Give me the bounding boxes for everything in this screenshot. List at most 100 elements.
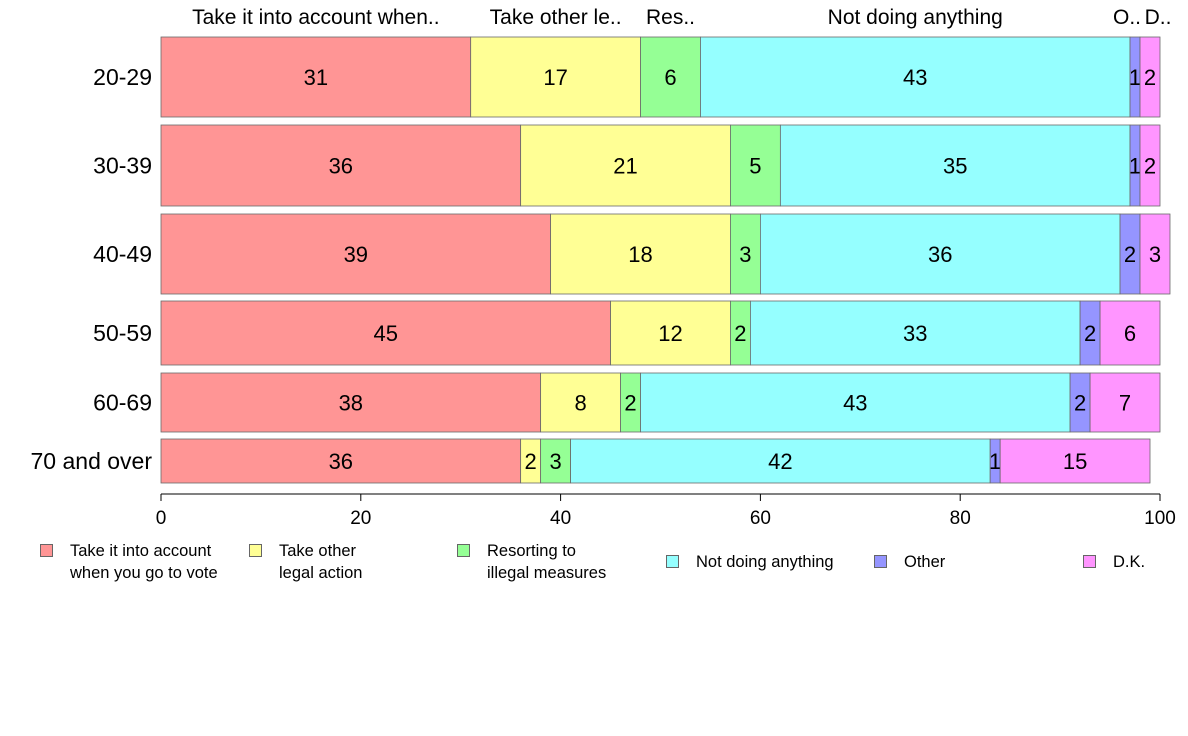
- legend-item: D.K.: [1083, 551, 1145, 573]
- data-label: 43: [903, 65, 927, 90]
- category-label: 30-39: [93, 153, 152, 179]
- data-label: 6: [664, 65, 676, 90]
- data-label: 2: [734, 321, 746, 346]
- bar-segment: [160, 36, 472, 118]
- data-label: 36: [329, 154, 353, 179]
- category-label: 40-49: [93, 241, 152, 267]
- bar-segment: [1089, 372, 1161, 433]
- data-label: 17: [543, 65, 567, 90]
- legend-item: Take it into account when you go to vote: [40, 540, 218, 584]
- data-label: 2: [624, 391, 636, 416]
- data-label: 1: [989, 449, 1001, 474]
- legend-swatch: [666, 555, 679, 568]
- x-tick-label: 40: [550, 508, 571, 529]
- bar-segment: [999, 438, 1151, 484]
- x-tick-label: 0: [156, 508, 167, 529]
- legend-label: Resorting to illegal measures: [487, 542, 607, 582]
- x-tick-label: 80: [950, 508, 971, 529]
- bar-segment: [470, 36, 641, 118]
- legend-swatch: [874, 555, 887, 568]
- legend-label: Take other legal action: [279, 542, 363, 582]
- data-label: 8: [574, 391, 586, 416]
- bar-segment: [730, 124, 781, 207]
- bar-segment: [779, 124, 1131, 207]
- series-top-label: Not doing anything: [828, 6, 1003, 29]
- legend-label: Other: [904, 553, 946, 571]
- bar-segment: [520, 124, 731, 207]
- series-top-label: Take other le..: [490, 6, 622, 29]
- data-label: 7: [1119, 391, 1131, 416]
- bar-segment: [1139, 213, 1171, 295]
- legend-label: Not doing anything: [696, 553, 834, 571]
- bar-segment: [160, 300, 611, 366]
- series-top-label: D..: [1145, 6, 1172, 29]
- category-label: 50-59: [93, 320, 152, 346]
- bar-segment: [1139, 36, 1161, 118]
- series-top-label: Res..: [646, 6, 695, 29]
- x-tick-label: 60: [750, 508, 771, 529]
- data-label: 3: [1149, 242, 1161, 267]
- bar-segment: [160, 213, 552, 295]
- bar-segment: [160, 124, 522, 207]
- data-label: 1: [1129, 65, 1141, 90]
- bar-segment: [640, 372, 1071, 433]
- legend-swatch: [40, 544, 53, 557]
- data-label: 38: [339, 391, 363, 416]
- legend-label: Take it into account when you go to vote: [70, 542, 218, 582]
- x-tick-label: 20: [350, 508, 371, 529]
- data-label: 2: [1144, 154, 1156, 179]
- bar-segment: [1139, 124, 1161, 207]
- bar-segment: [760, 213, 1121, 295]
- series-top-label: Take it into account when..: [192, 6, 439, 29]
- data-label: 18: [628, 242, 652, 267]
- category-label: 20-29: [93, 64, 152, 90]
- data-label: 2: [1084, 321, 1096, 346]
- data-label: 5: [749, 154, 761, 179]
- legend-item: Other: [874, 551, 945, 573]
- legend-swatch: [1083, 555, 1096, 568]
- data-label: 31: [304, 65, 328, 90]
- legend-item: Take other legal action: [249, 540, 362, 584]
- data-label: 12: [658, 321, 682, 346]
- bar-segment: [540, 372, 621, 433]
- category-label: 60-69: [93, 390, 152, 416]
- data-label: 2: [525, 449, 537, 474]
- data-label: 42: [768, 449, 792, 474]
- data-label: 35: [943, 154, 967, 179]
- bar-segment: [640, 36, 701, 118]
- legend-item: Not doing anything: [666, 551, 834, 573]
- bar-segment: [700, 36, 1131, 118]
- data-label: 15: [1063, 449, 1087, 474]
- legend-item: Resorting to illegal measures: [457, 540, 606, 584]
- data-label: 2: [1124, 242, 1136, 267]
- data-label: 36: [329, 449, 353, 474]
- data-label: 21: [613, 154, 637, 179]
- bar-segment: [160, 438, 522, 484]
- data-label: 6: [1124, 321, 1136, 346]
- x-tick-label: 100: [1144, 508, 1176, 529]
- bar-segment: [160, 372, 542, 433]
- data-label: 33: [903, 321, 927, 346]
- bar-segment: [610, 300, 731, 366]
- bar-segment: [750, 300, 1081, 366]
- data-label: 39: [344, 242, 368, 267]
- category-label: 70 and over: [31, 448, 153, 474]
- legend-swatch: [249, 544, 262, 557]
- data-label: 2: [1074, 391, 1086, 416]
- data-label: 3: [739, 242, 751, 267]
- legend-label: D.K.: [1113, 553, 1146, 571]
- bar-segment: [550, 213, 731, 295]
- bar-segment: [540, 438, 571, 484]
- data-label: 43: [843, 391, 867, 416]
- data-label: 3: [549, 449, 561, 474]
- data-label: 2: [1144, 65, 1156, 90]
- chart-legend: Take it into account when you go to vote…: [0, 540, 1188, 600]
- data-label: 45: [374, 321, 398, 346]
- bar-segment: [570, 438, 991, 484]
- data-label: 1: [1129, 154, 1141, 179]
- bar-segment: [1099, 300, 1161, 366]
- series-top-label: O..: [1113, 6, 1141, 29]
- legend-swatch: [457, 544, 470, 557]
